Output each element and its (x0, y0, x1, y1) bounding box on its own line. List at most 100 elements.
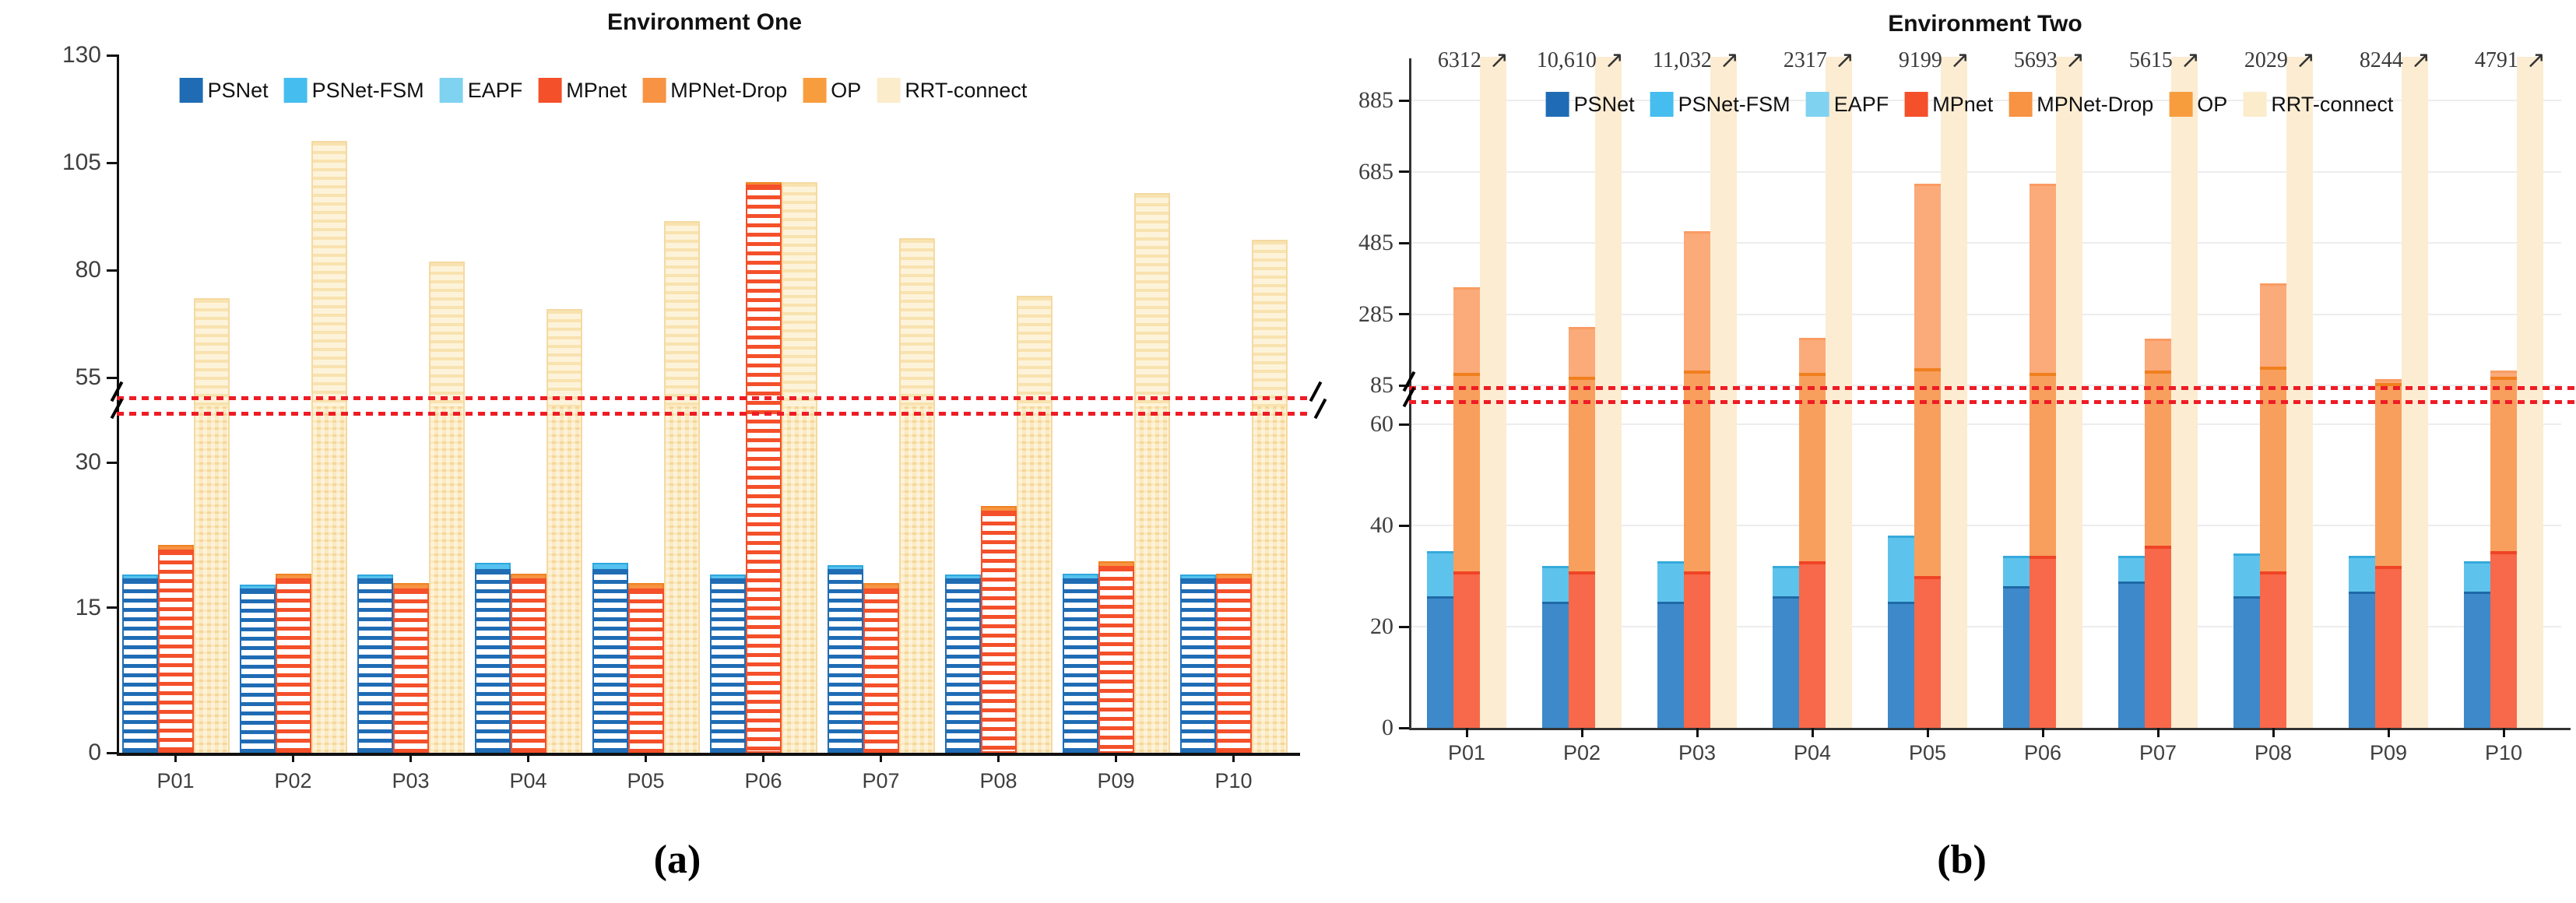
bar-psnet-P09 (2349, 591, 2375, 728)
legend-label: PSNet-FSM (311, 78, 424, 102)
legend-label: RRT-connect (905, 78, 1028, 102)
annotation-rrt-connect-P07: 5615 ↗ (2129, 47, 2200, 74)
y-axis-tick-label: 0 (1382, 715, 1393, 740)
bar-psnet-P04 (474, 568, 511, 753)
legend-label: PSNet (1573, 92, 1635, 116)
y-axis-tick-label: 685 (1358, 158, 1393, 184)
bar-psnet-P02 (239, 588, 276, 753)
gridline (1409, 242, 2561, 244)
x-axis-label-p06: P06 (2023, 741, 2062, 764)
bar-mpnet-P04 (1799, 560, 1826, 728)
y-axis-tick (1399, 384, 1409, 387)
x-axis-label-p05: P05 (627, 769, 665, 792)
gridline (1409, 423, 2561, 425)
legend-item-op: OP (803, 78, 861, 103)
legend-label: OP (2197, 92, 2228, 116)
arrow-up-right-icon: ↗ (2180, 47, 2200, 73)
bar-mpnet-P08 (2260, 571, 2286, 728)
axis-break-line-lower (1409, 400, 2576, 404)
x-axis-tick (292, 753, 294, 762)
bar-rrt-connect-P10 (2517, 57, 2543, 728)
annotation-value: 5693 (2013, 47, 2058, 72)
bar-mpnet-P06 (2030, 556, 2056, 728)
bar-rrt-connect-P05 (1941, 57, 1967, 728)
bar-rrt-connect-P08 (2286, 57, 2313, 728)
y-axis-tick (1399, 313, 1409, 315)
annotation-value: 11,032 (1652, 47, 1712, 72)
bar-op-P08 (1016, 406, 1053, 753)
y-axis-tick-label: 40 (1370, 512, 1393, 538)
x-axis-label-p06: P06 (744, 769, 782, 792)
caption-a: (a) (653, 838, 701, 882)
y-axis-tick (107, 376, 117, 379)
x-axis-tick (762, 753, 764, 762)
bar-op-P02 (311, 406, 347, 753)
bar-mpnet-P08 (980, 511, 1017, 753)
y-axis-tick (1399, 423, 1409, 426)
annotation-rrt-connect-P03: 11,032 ↗ (1653, 47, 1739, 74)
bar-psnet-P09 (1062, 578, 1098, 753)
legend-swatch-eapf-icon (1805, 92, 1829, 117)
legend-swatch-rrt-connect-icon (877, 78, 901, 103)
legend-swatch-mpnet-icon (538, 78, 562, 103)
arrow-up-right-icon: ↗ (1949, 47, 1970, 73)
legend-item-op: OP (2169, 92, 2227, 117)
legend-swatch-psnet-fsm-icon (283, 78, 308, 103)
legend-swatch-psnet-icon (179, 78, 203, 103)
legend-item-psnet-fsm: PSNet-FSM (1650, 92, 1791, 117)
y-axis-tick (107, 751, 117, 754)
x-axis-label-p01: P01 (156, 769, 195, 792)
legend-label: RRT-connect (2271, 92, 2394, 116)
x-axis-label-p02: P02 (274, 769, 312, 792)
bar-mpnet-P03 (1684, 571, 1710, 728)
legend-label: EAPF (1833, 92, 1889, 116)
y-axis-tick (1399, 241, 1409, 244)
x-axis-label-p10: P10 (1214, 769, 1253, 792)
annotation-rrt-connect-P10: 4791 ↗ (2475, 47, 2546, 74)
chart-environment-one: Environment One 0 15 30 55 80 105 130 P01 P02 P03… (62, 9, 1327, 792)
bar-mpnet-P09 (1098, 566, 1134, 753)
arrow-up-right-icon: ↗ (2525, 47, 2546, 73)
bar-psnet-P06 (2003, 586, 2030, 728)
legend-swatch-op-icon (2169, 92, 2193, 117)
x-axis-tick (527, 753, 529, 762)
annotation-value: 4791 (2474, 47, 2518, 72)
gridline (1409, 100, 2561, 101)
bar-mpnet-P04 (510, 578, 546, 753)
gridline (1409, 385, 2561, 386)
legend: PSNet PSNet-FSM EAPF MPnet MPNet-Drop OP RRT-c… (1545, 92, 2394, 117)
x-axis-label-p08: P08 (979, 769, 1017, 792)
bar-psnet-P08 (2233, 596, 2260, 728)
legend-item-psnet: PSNet (1545, 92, 1635, 117)
x-axis-tick (880, 753, 882, 762)
y-axis-tick-label: 105 (62, 149, 101, 175)
gridline (1409, 170, 2561, 173)
bar-mpnet-P03 (392, 588, 429, 753)
bar-mpnet-P02 (275, 578, 311, 753)
y-axis-tick (1399, 99, 1409, 102)
y-axis-tick (1399, 726, 1409, 729)
bar-psnet-P03 (357, 578, 393, 753)
legend-label: MPNet-Drop (670, 78, 788, 102)
bar-op-P03 (428, 406, 465, 753)
y-axis-tick (107, 269, 117, 272)
gridline (1409, 626, 2561, 627)
x-axis-tick (174, 753, 177, 762)
y-axis-tick-label: 130 (62, 42, 101, 68)
x-axis-label-p02: P02 (1562, 741, 1601, 764)
chart-title-environment-two: Environment Two (1888, 11, 2082, 37)
legend-swatch-eapf-icon (439, 78, 463, 103)
arrow-up-right-icon: ↗ (2410, 47, 2430, 73)
x-axis-tick (1115, 753, 1117, 762)
legend-label: MPnet (566, 78, 627, 102)
bar-rrt-connect-P04 (1826, 57, 1852, 728)
bar-mpnet-P05 (627, 588, 664, 753)
bar-mpnet-P02 (1569, 571, 1595, 728)
x-axis (117, 753, 1300, 756)
bar-psnet-P08 (944, 578, 981, 753)
annotation-value: 2029 (2244, 47, 2288, 72)
y-axis-tick-label: 20 (1370, 613, 1393, 639)
x-axis-tick (1926, 728, 1929, 737)
legend-item-psnet: PSNet (179, 78, 269, 103)
gridline (1409, 525, 2561, 526)
